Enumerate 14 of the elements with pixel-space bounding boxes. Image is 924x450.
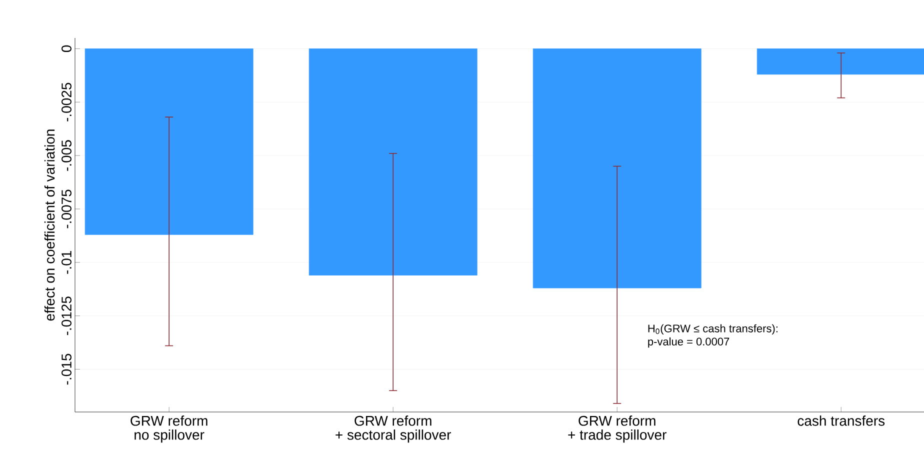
annotation: H$_{0}$(GRW ≤ cash transfers): [648,324,778,335]
y-tick-label: -.01 [62,251,72,274]
y-tick-label: -.0125 [62,296,72,336]
x-tick-label: GRW reform + sectoral spillover [336,416,452,443]
y-tick-label: -.015 [62,354,72,385]
y-tick-label: 0 [62,45,72,52]
y-tick-label: -.005 [62,140,72,171]
annotation: p-value = 0.0007 [648,337,730,348]
x-tick-label: cash transfers [798,416,885,426]
y-tick-label: -.0075 [62,190,72,228]
y-axis-title: effect on coefficient of variation [44,130,55,321]
x-tick-label: GRW reform + trade spillover [568,416,666,443]
x-tick-label: GRW reform no spillover [130,416,208,443]
y-tick-label: -.0025 [62,82,72,122]
